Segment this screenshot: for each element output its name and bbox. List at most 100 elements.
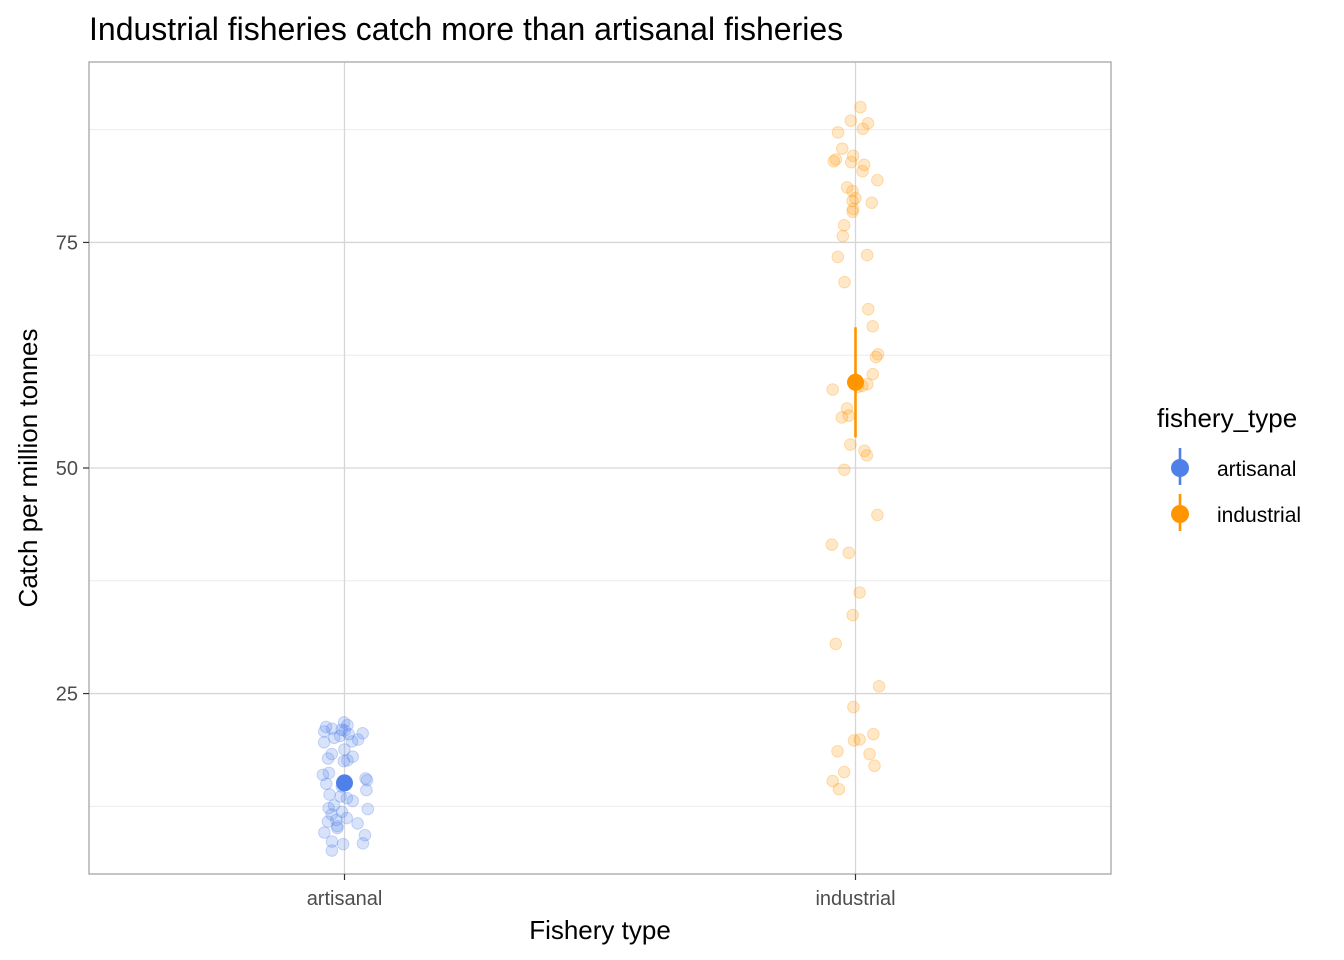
data-point-artisanal: [318, 826, 331, 839]
data-point-artisanal: [325, 844, 339, 857]
legend-label-artisanal: artisanal: [1217, 458, 1296, 481]
data-point-industrial: [844, 155, 858, 169]
mean-summaries: [336, 327, 864, 792]
data-point-artisanal: [346, 750, 360, 764]
legend-key-point-artisanal: [1171, 459, 1189, 477]
data-point-artisanal: [331, 819, 344, 833]
chart-title: Industrial fisheries catch more than art…: [89, 11, 843, 47]
data-point-artisanal: [356, 837, 370, 850]
data-point-industrial: [838, 463, 851, 477]
data-point-industrial: [846, 202, 860, 216]
data-point-industrial: [866, 320, 880, 333]
data-point-industrial: [871, 173, 884, 187]
data-point-artisanal: [331, 821, 344, 835]
data-point-industrial: [846, 184, 859, 198]
legend-label-industrial: industrial: [1217, 504, 1301, 527]
data-point-industrial: [835, 142, 849, 155]
x-tick-label: industrial: [815, 888, 895, 910]
x-axis-title: Fishery type: [529, 915, 671, 945]
x-axis: artisanal industrial: [307, 874, 896, 910]
y-axis: 25 50 75: [56, 232, 89, 706]
data-point-industrial: [846, 205, 859, 219]
data-point-industrial: [826, 383, 839, 396]
data-point-industrial: [853, 733, 866, 746]
data-point-industrial: [863, 747, 876, 761]
data-point-industrial: [856, 164, 869, 178]
mean-point-industrial: [847, 373, 864, 391]
data-point-artisanal: [340, 791, 354, 805]
data-point-industrial: [854, 100, 867, 114]
data-point-artisanal: [337, 716, 351, 729]
y-tick-label: 75: [56, 232, 78, 254]
data-point-artisanal: [321, 752, 335, 765]
mean-point-artisanal: [336, 774, 353, 792]
data-point-artisanal: [335, 805, 349, 819]
data-point-artisanal: [317, 725, 331, 738]
data-point-industrial: [847, 700, 860, 714]
data-point-artisanal: [319, 777, 333, 791]
data-point-industrial: [831, 126, 845, 139]
data-point-industrial: [826, 774, 839, 788]
data-point-industrial: [825, 538, 839, 551]
data-point-industrial: [831, 744, 844, 758]
data-point-artisanal: [338, 743, 351, 756]
data-point-industrial: [831, 250, 845, 264]
y-axis-title: Catch per million tonnes: [13, 329, 43, 608]
data-point-industrial: [837, 219, 851, 232]
data-point-artisanal: [323, 788, 336, 801]
data-point-artisanal: [330, 813, 343, 827]
data-point-industrial: [840, 181, 854, 194]
data-point-industrial: [872, 680, 886, 693]
data-point-industrial: [829, 153, 843, 166]
data-point-industrial: [858, 444, 871, 458]
data-point-industrial: [868, 759, 881, 773]
legend-title: fishery_type: [1157, 403, 1297, 433]
data-point-industrial: [861, 302, 875, 316]
data-point-artisanal: [351, 733, 365, 746]
data-point-industrial: [836, 229, 850, 243]
data-point-artisanal: [360, 773, 374, 787]
data-point-artisanal: [345, 735, 359, 748]
data-point-artisanal: [356, 726, 369, 740]
data-point-artisanal: [327, 799, 341, 812]
data-point-industrial: [832, 782, 846, 796]
data-point-artisanal: [333, 729, 347, 743]
data-point-industrial: [837, 765, 851, 779]
data-point-artisanal: [325, 835, 339, 848]
data-point-industrial: [860, 248, 874, 262]
data-point-industrial: [842, 546, 856, 560]
y-tick-label: 25: [56, 684, 78, 706]
data-point-artisanal: [334, 790, 347, 803]
data-point-industrial: [840, 402, 854, 415]
data-point-artisanal: [337, 754, 351, 768]
data-point-artisanal: [316, 768, 330, 782]
data-point-artisanal: [360, 783, 373, 797]
data-point-industrial: [827, 154, 841, 168]
data-point-artisanal: [325, 722, 339, 736]
data-point-industrial: [865, 196, 879, 210]
data-point-artisanal: [341, 718, 354, 732]
data-point-artisanal: [325, 747, 339, 761]
legend-key-point-industrial: [1171, 505, 1189, 523]
data-point-artisanal: [319, 720, 333, 734]
data-point-industrial: [869, 350, 883, 364]
data-point-artisanal: [322, 766, 336, 780]
data-point-artisanal: [359, 772, 372, 785]
data-point-artisanal: [317, 735, 331, 749]
data-point-artisanal: [351, 817, 364, 830]
data-point-artisanal: [336, 837, 350, 851]
data-point-artisanal: [338, 724, 352, 737]
data-point-industrial: [867, 727, 880, 741]
grid: [89, 62, 1111, 874]
data-point-artisanal: [341, 754, 354, 767]
legend-keys: artisanal industrial: [1171, 448, 1301, 531]
data-point-artisanal: [340, 811, 354, 825]
data-point-artisanal: [358, 828, 372, 842]
data-point-industrial: [860, 449, 874, 462]
data-point-industrial: [847, 734, 861, 747]
data-point-artisanal: [361, 802, 375, 816]
data-point-artisanal: [327, 731, 341, 745]
data-point-industrial: [866, 367, 880, 381]
data-point-industrial: [871, 508, 884, 522]
